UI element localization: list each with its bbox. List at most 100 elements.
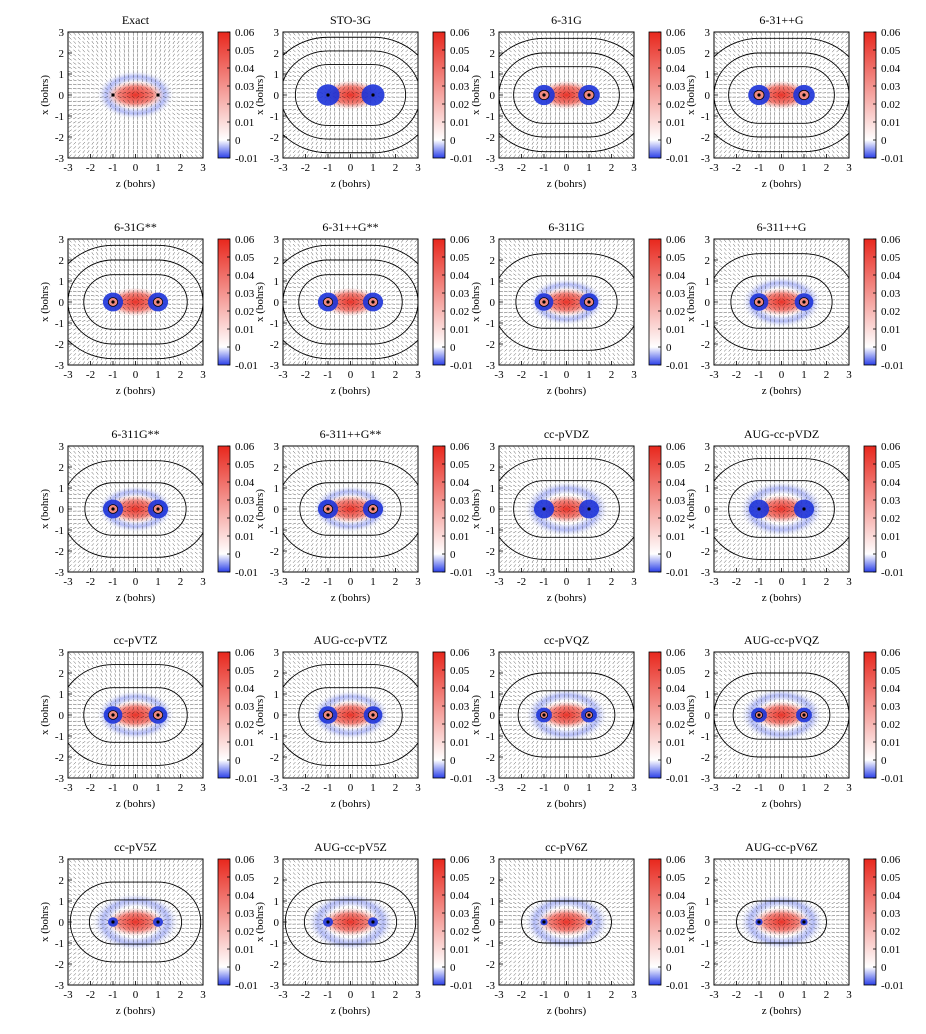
plot-area [499, 32, 634, 158]
plot-area [714, 652, 849, 778]
y-axis-label: x (bohrs) [39, 75, 51, 115]
y-tick-label: 3 [274, 441, 280, 453]
y-tick-label: 3 [490, 234, 496, 246]
colorbar-tick-label: 0.05 [235, 872, 255, 884]
colorbar-tick-label: 0.01 [235, 117, 254, 129]
colorbar-tick-label: -0.01 [666, 360, 689, 372]
colorbar-tick-label: 0.02 [666, 719, 685, 731]
y-tick-label: -1 [486, 525, 495, 537]
panel: -3 -2 -1 0 1 2 3 3 2 1 0 -1 -2 -3 z (bohrs) x (bohrs) ST… [254, 13, 473, 190]
panel-title: STO-3G [330, 13, 371, 27]
y-tick-label: 3 [274, 854, 280, 866]
panel: -3 -2 -1 0 1 2 3 3 2 1 0 -1 -2 -3 z (bohrs) x (bohrs) 6-… [685, 220, 904, 397]
y-tick-label: 0 [274, 504, 280, 516]
y-tick-label: -1 [486, 731, 495, 743]
x-tick-label: 0 [348, 576, 354, 588]
x-axis-label: z (bohrs) [116, 178, 156, 190]
colorbar-tick-label: 0.03 [881, 701, 901, 713]
x-axis-label: z (bohrs) [331, 385, 371, 397]
colorbar-tick-label: 0.05 [235, 665, 255, 677]
panel: -3 -2 -1 0 1 2 3 3 2 1 0 -1 -2 -3 z (bohrs) x (bohrs) AU… [685, 633, 904, 810]
y-tick-label: 0 [705, 504, 711, 516]
y-tick-label: -1 [55, 318, 64, 330]
x-tick-label: 0 [133, 782, 139, 794]
nucleus-marker [326, 300, 330, 304]
x-tick-label: 0 [133, 369, 139, 381]
x-tick-label: 3 [846, 576, 852, 588]
colorbar [648, 858, 662, 986]
colorbar-tick-label: 0.02 [666, 926, 685, 938]
colorbar-tick-label: -0.01 [666, 153, 689, 165]
x-axis-label: z (bohrs) [331, 178, 371, 190]
y-tick-label: 1 [490, 896, 496, 908]
plot-area [68, 446, 203, 572]
x-tick-label: 1 [801, 782, 807, 794]
nucleus-marker [757, 920, 761, 924]
y-tick-label: -1 [270, 731, 279, 743]
y-tick-label: 3 [490, 441, 496, 453]
x-tick-label: 3 [415, 162, 421, 174]
x-tick-label: 0 [348, 369, 354, 381]
y-tick-label: 1 [490, 276, 496, 288]
x-tick-label: -3 [494, 369, 504, 381]
x-tick-label: 1 [586, 989, 592, 1001]
panel-title: cc-pVDZ [544, 427, 589, 441]
x-tick-label: -1 [754, 989, 763, 1001]
y-tick-label: 2 [490, 255, 496, 267]
y-tick-label: 1 [59, 483, 65, 495]
panel-title: AUG-cc-pVQZ [744, 633, 819, 647]
y-tick-label: 1 [705, 689, 711, 701]
y-tick-label: 0 [705, 710, 711, 722]
x-axis-label: z (bohrs) [331, 592, 371, 604]
colorbar-tick-label: 0.06 [450, 27, 470, 39]
y-tick-label: -3 [486, 773, 496, 785]
x-tick-label: -1 [323, 782, 332, 794]
plot-area [68, 32, 203, 158]
colorbar-tick-label: 0.06 [881, 27, 901, 39]
plot-area [68, 239, 203, 365]
x-tick-label: 3 [200, 369, 206, 381]
y-axis-label: x (bohrs) [39, 902, 51, 942]
colorbar-tick-label: 0.01 [235, 531, 254, 543]
y-tick-label: -2 [55, 339, 64, 351]
contour-line [499, 253, 634, 351]
x-tick-label: -2 [732, 576, 741, 588]
y-tick-label: -2 [270, 752, 279, 764]
y-tick-label: 1 [274, 69, 280, 81]
red-density [753, 701, 810, 729]
colorbar-tick-label: 0.03 [450, 81, 470, 93]
y-axis-label: x (bohrs) [685, 75, 697, 115]
vector-field [68, 859, 203, 985]
colorbar [217, 858, 231, 986]
panel-title: 6-311G** [111, 427, 159, 441]
y-tick-label: -2 [701, 339, 710, 351]
x-tick-label: 3 [415, 369, 421, 381]
colorbar [432, 445, 446, 573]
y-tick-label: -3 [701, 567, 711, 579]
contour-line [714, 253, 849, 351]
colorbar-tick-label: 0.04 [881, 63, 901, 75]
nucleus-marker [111, 300, 115, 304]
colorbar-tick-label: 0.01 [881, 737, 900, 749]
x-tick-label: 0 [133, 989, 139, 1001]
x-tick-label: 0 [348, 782, 354, 794]
panel: -3 -2 -1 0 1 2 3 3 2 1 0 -1 -2 -3 z (bohrs) x (bohrs) 6-… [254, 427, 473, 604]
x-tick-label: -2 [732, 162, 741, 174]
y-tick-label: -3 [486, 153, 496, 165]
plot-area [283, 32, 418, 158]
y-tick-label: 1 [274, 276, 280, 288]
colorbar-tick-label: 0.06 [881, 854, 901, 866]
x-axis-label: z (bohrs) [547, 798, 587, 810]
x-tick-label: 3 [631, 989, 637, 1001]
colorbar-tick-label: 0.04 [235, 63, 255, 75]
panel: -3 -2 -1 0 1 2 3 3 2 1 0 -1 -2 -3 z (bohrs) x (bohrs) cc… [39, 840, 258, 1017]
nucleus-marker [326, 93, 330, 97]
plot-area [714, 446, 849, 572]
x-tick-label: 2 [393, 782, 399, 794]
red-density [538, 701, 595, 729]
colorbar [432, 651, 446, 779]
colorbar-tick-label: 0.04 [881, 477, 901, 489]
x-tick-label: 2 [178, 369, 184, 381]
colorbar-tick-label: 0.02 [235, 926, 254, 938]
contour-line [515, 275, 618, 329]
